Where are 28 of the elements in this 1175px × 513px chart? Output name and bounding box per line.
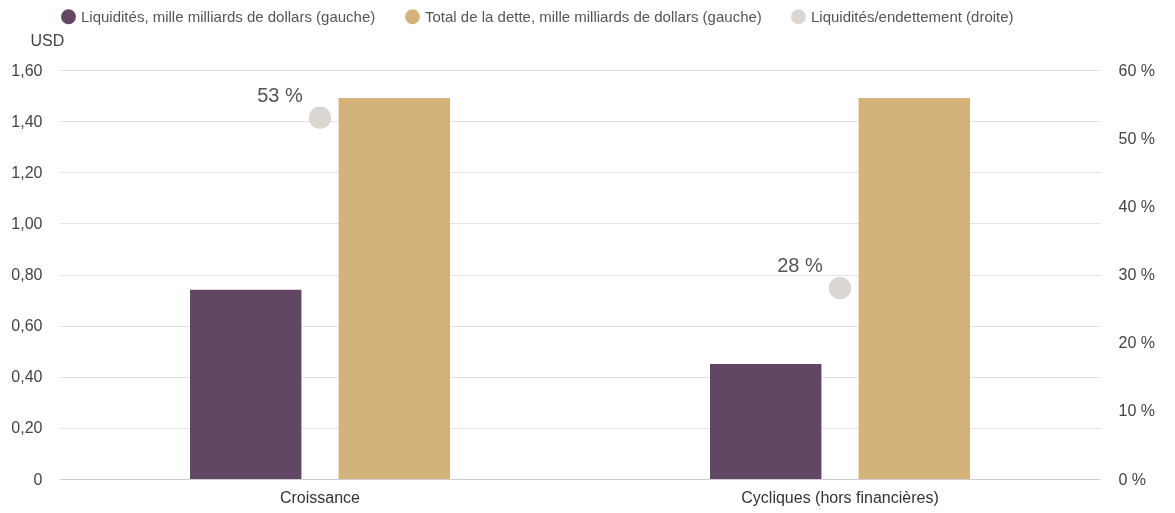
y-tick-label: 0,80 bbox=[11, 266, 43, 283]
y-tick-label: 0,60 bbox=[11, 317, 43, 335]
y-tick-label: 0 bbox=[33, 470, 43, 488]
y2-tick-label: 40 % bbox=[1118, 197, 1155, 215]
y2-tick-label: 20 % bbox=[1118, 334, 1155, 352]
x-tick-label: Cycliques (hors financières) bbox=[741, 488, 939, 506]
y-axis-title: USD bbox=[30, 31, 65, 49]
y-tick-label: 1,00 bbox=[11, 214, 43, 232]
y-tick-label: 1,60 bbox=[11, 61, 43, 79]
y2-tick-label: 0 % bbox=[1118, 470, 1147, 488]
bar bbox=[710, 363, 822, 479]
x-tick-label: Croissance bbox=[279, 488, 361, 506]
y2-tick-label: 60 % bbox=[1118, 61, 1155, 79]
bar bbox=[858, 98, 970, 479]
legend-label: Total de la dette, mille milliards de dollars (gauche) bbox=[425, 7, 762, 25]
y2-tick-label: 30 % bbox=[1118, 266, 1155, 283]
legend-label: Liquidités/endettement (droite) bbox=[811, 7, 1014, 25]
y-tick-label: 1,40 bbox=[11, 112, 43, 130]
legend-label: Liquidités, mille milliards de dollars (gauche) bbox=[81, 7, 376, 25]
y-tick-label: 1,20 bbox=[11, 163, 43, 181]
y2-tick-label: 50 % bbox=[1118, 129, 1155, 147]
y-tick-label: 0,20 bbox=[11, 419, 43, 437]
data-label: 53 % bbox=[257, 83, 304, 106]
y-tick-label: 0,40 bbox=[11, 368, 43, 386]
y2-tick-label: 10 % bbox=[1118, 402, 1155, 420]
data-label: 28 % bbox=[777, 254, 824, 277]
bar bbox=[190, 289, 302, 479]
bar bbox=[338, 98, 450, 479]
